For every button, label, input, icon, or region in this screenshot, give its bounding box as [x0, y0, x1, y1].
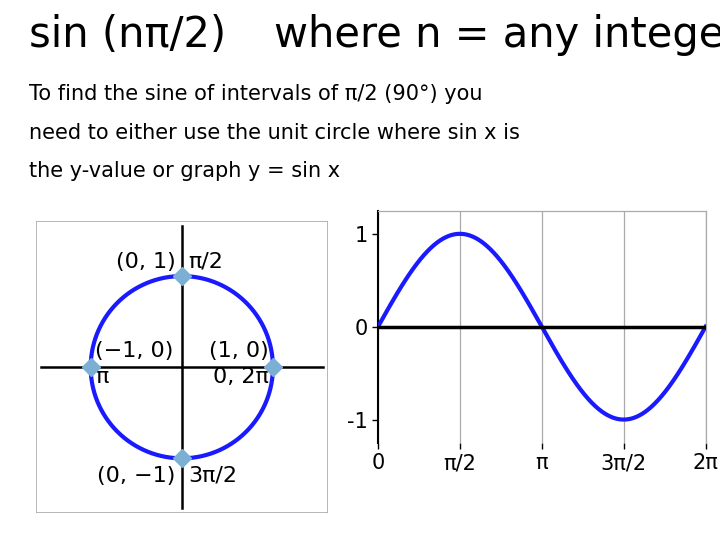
Text: (0, 1): (0, 1) — [116, 252, 176, 272]
Text: (1, 0): (1, 0) — [209, 341, 269, 361]
Text: (−1, 0): (−1, 0) — [95, 341, 174, 361]
Text: To find the sine of intervals of π/2 (90°) you: To find the sine of intervals of π/2 (90… — [29, 84, 482, 104]
Text: 0, 2π: 0, 2π — [212, 367, 269, 387]
Text: π: π — [95, 367, 109, 387]
Text: 3π/2: 3π/2 — [188, 465, 237, 485]
Text: sin (nπ/2): sin (nπ/2) — [29, 14, 226, 56]
Text: π/2: π/2 — [188, 252, 223, 272]
Text: need to either use the unit circle where sin x is: need to either use the unit circle where… — [29, 123, 520, 143]
Text: the y-value or graph y = sin x: the y-value or graph y = sin x — [29, 161, 340, 181]
Text: where n = any integer: where n = any integer — [274, 14, 720, 56]
Text: (0, −1): (0, −1) — [97, 465, 176, 485]
